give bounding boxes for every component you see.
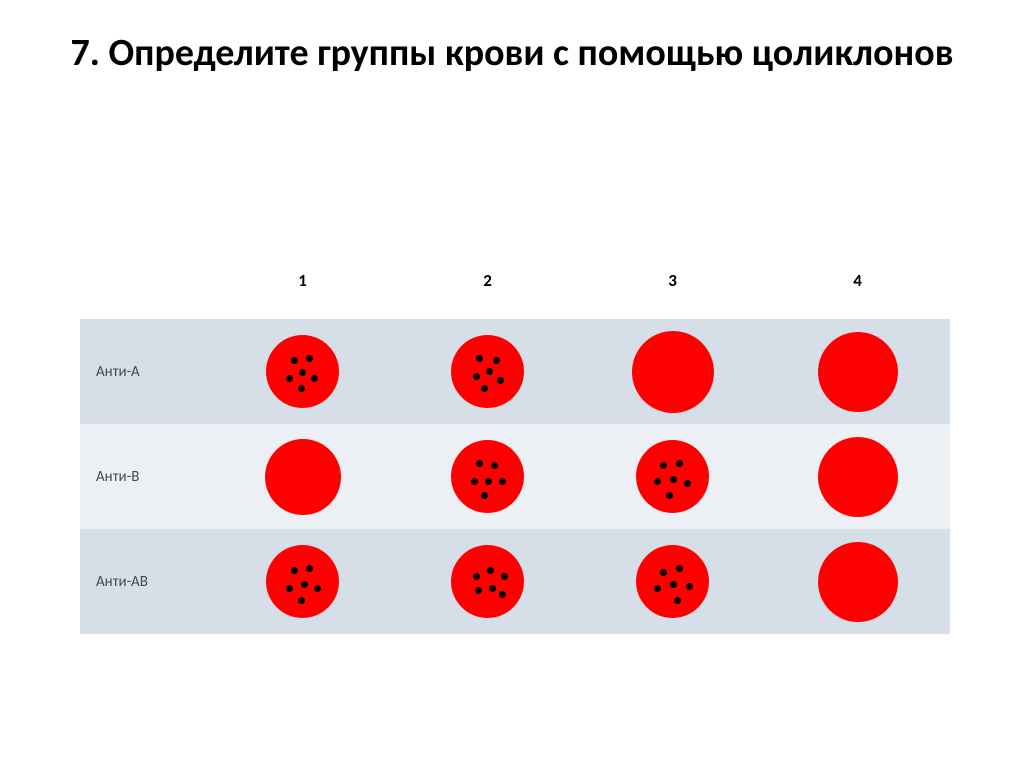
agglutination-circle — [636, 440, 709, 513]
table-cell — [580, 331, 765, 413]
agglutination-dot — [306, 355, 313, 362]
agglutination-dot — [684, 480, 691, 487]
agglutination-circle — [451, 335, 524, 408]
agglutination-circle — [266, 335, 339, 408]
table-cell — [580, 545, 765, 618]
agglutination-dot — [489, 585, 496, 592]
agglutination-dot — [471, 478, 478, 485]
agglutination-dot — [311, 375, 318, 382]
agglutination-dot — [674, 597, 681, 604]
solid-circle — [632, 331, 714, 413]
agglutination-dot — [486, 368, 493, 375]
agglutination-dot — [481, 385, 488, 392]
column-headers: 1 2 3 4 — [80, 270, 950, 291]
agglutination-dot — [654, 478, 661, 485]
agglutination-dot — [670, 476, 677, 483]
agglutination-dot — [660, 569, 667, 576]
agglutination-dot — [473, 573, 480, 580]
agglutination-dot — [686, 583, 693, 590]
table-cell — [395, 335, 580, 408]
solid-circle — [265, 439, 341, 515]
agglutination-dot — [314, 585, 321, 592]
header-spacer — [80, 270, 210, 291]
agglutination-dot — [481, 492, 488, 499]
col-header-3: 3 — [580, 270, 765, 291]
table-row: Анти-А — [80, 319, 950, 424]
agglutination-dot — [676, 565, 683, 572]
agglutination-dot — [487, 567, 494, 574]
table-cell — [395, 545, 580, 618]
table-cell — [765, 542, 950, 622]
agglutination-dot — [291, 357, 298, 364]
solid-circle — [818, 542, 898, 622]
agglutination-dot — [497, 377, 504, 384]
table-cell — [210, 439, 395, 515]
agglutination-dot — [660, 462, 667, 469]
row-label: Анти-АВ — [80, 573, 210, 591]
solid-circle — [818, 437, 898, 517]
agglutination-dot — [666, 492, 673, 499]
agglutination-dot — [299, 369, 306, 376]
agglutination-dot — [286, 585, 293, 592]
blood-type-table: 1 2 3 4 Анти-А Анти-В Анти-АВ — [80, 270, 950, 634]
table-cell — [210, 335, 395, 408]
solid-circle — [818, 332, 898, 412]
rows-container: Анти-А Анти-В Анти-АВ — [80, 319, 950, 634]
agglutination-dot — [476, 460, 483, 467]
agglutination-dot — [493, 357, 500, 364]
table-row: Анти-АВ — [80, 529, 950, 634]
table-cell — [210, 545, 395, 618]
table-row: Анти-В — [80, 424, 950, 529]
agglutination-dot — [473, 373, 480, 380]
col-header-2: 2 — [395, 270, 580, 291]
agglutination-circle — [266, 545, 339, 618]
agglutination-circle — [451, 440, 524, 513]
agglutination-dot — [298, 385, 305, 392]
col-header-4: 4 — [765, 270, 950, 291]
agglutination-dot — [676, 460, 683, 467]
agglutination-circle — [636, 545, 709, 618]
table-cell — [765, 437, 950, 517]
agglutination-dot — [286, 375, 293, 382]
agglutination-dot — [476, 355, 483, 362]
row-label: Анти-В — [80, 468, 210, 486]
agglutination-dot — [499, 591, 506, 598]
agglutination-dot — [501, 573, 508, 580]
col-header-1: 1 — [210, 270, 395, 291]
row-label: Анти-А — [80, 363, 210, 381]
table-cell — [395, 440, 580, 513]
agglutination-dot — [291, 567, 298, 574]
agglutination-circle — [451, 545, 524, 618]
agglutination-dot — [306, 565, 313, 572]
agglutination-dot — [475, 587, 482, 594]
agglutination-dot — [298, 597, 305, 604]
agglutination-dot — [670, 581, 677, 588]
page-title: 7. Определите группы крови с помощью цол… — [0, 0, 1024, 78]
agglutination-dot — [491, 462, 498, 469]
agglutination-dot — [654, 585, 661, 592]
agglutination-dot — [485, 478, 492, 485]
table-cell — [580, 440, 765, 513]
agglutination-dot — [301, 581, 308, 588]
table-cell — [765, 332, 950, 412]
agglutination-dot — [499, 478, 506, 485]
